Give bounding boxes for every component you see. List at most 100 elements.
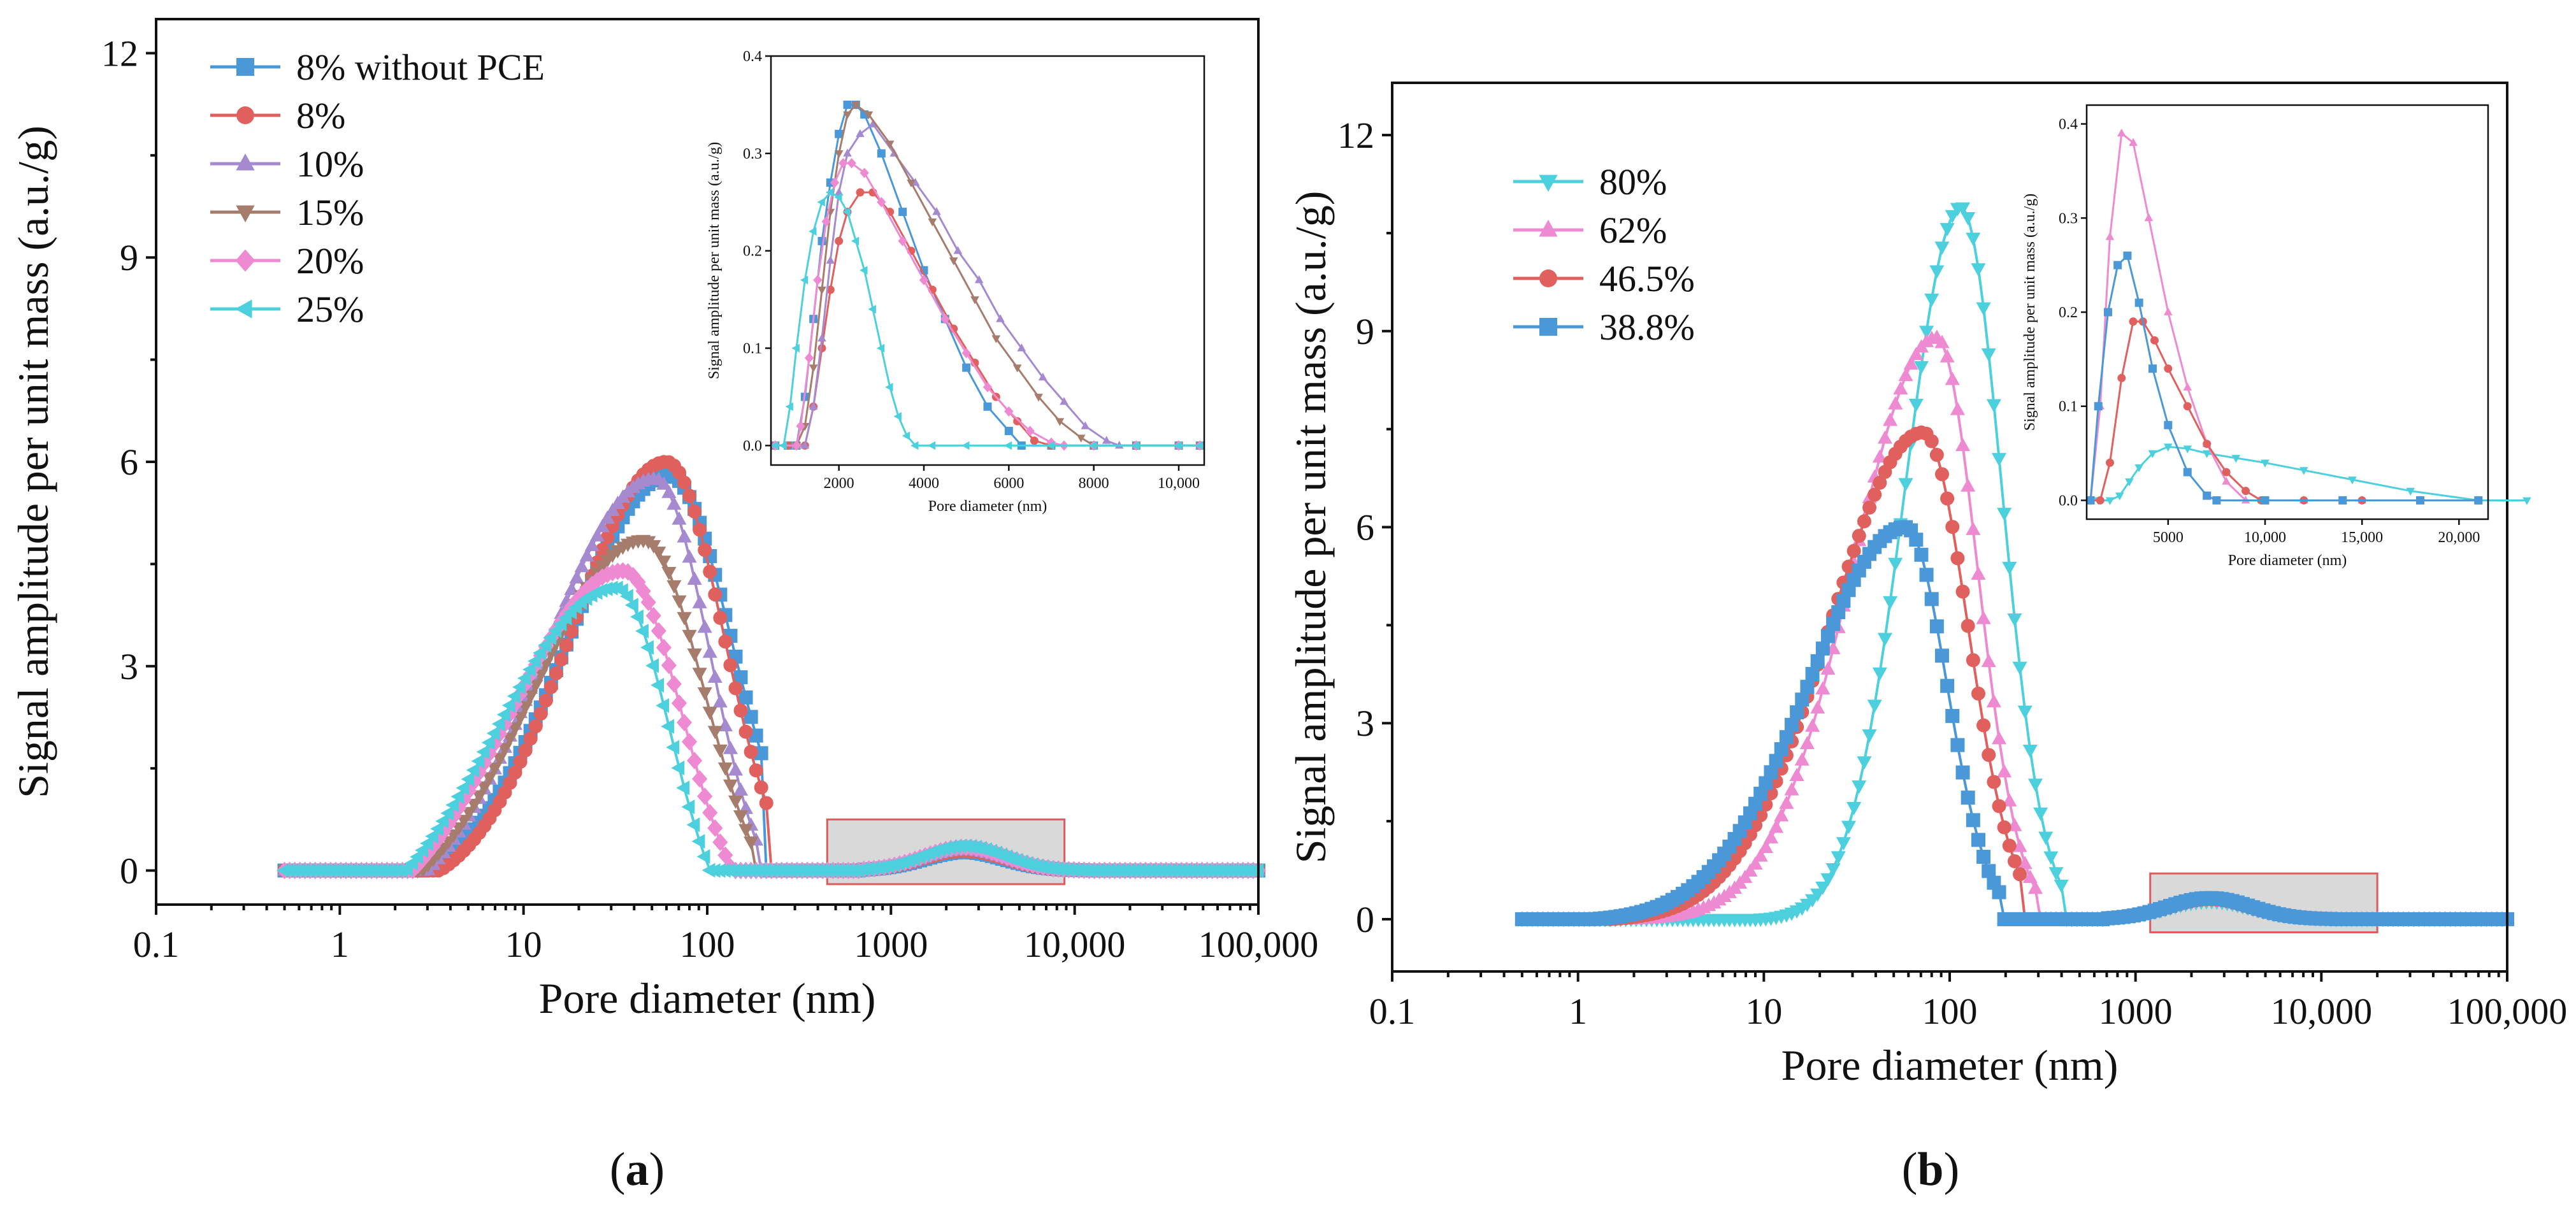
panel-a-series-3-point-91 (744, 836, 759, 850)
panel-b-series-3-point-84 (1950, 738, 1965, 752)
panel-a-inset-series-4-point-10 (877, 197, 886, 208)
panel-b-series-0-point-63 (1841, 820, 1857, 835)
panel-b-series-3-point-83 (1945, 708, 1960, 723)
panel-b-inset-series-3-point-5 (2134, 298, 2143, 307)
panel-a-legend-label-3: 15% (296, 192, 364, 233)
panel-a-series-5-point-27 (415, 843, 428, 858)
panel-a-inset-series-1-point-17 (1013, 417, 1022, 426)
panel-a-inset-series-5-point-0 (770, 441, 779, 450)
panel-b-inset-series-1-point-6 (2164, 307, 2173, 315)
panel-a-series-5-point-74 (656, 698, 670, 713)
panel-a-series-5-point-78 (676, 780, 690, 796)
panel-b-series-1-point-96 (2012, 838, 2027, 852)
panel-a-x-tick-label-3: 100 (680, 924, 735, 965)
panel-a-series-1-point-91 (744, 745, 758, 759)
panel-b-series-3-point-52 (1785, 717, 1799, 732)
panel-b-series-3-point-62 (1836, 594, 1851, 608)
panel-b-series-0-point-81 (1934, 241, 1950, 255)
panel-b-series-1-point-53 (1789, 768, 1804, 782)
panel-a-y-axis-label: Signal amplitude per unit mass (a.u./g) (9, 125, 57, 798)
panel-a-series-3-point-39 (477, 781, 492, 795)
panel-a-inset-series-2-point-11 (910, 178, 920, 186)
panel-a-series-2-point-78 (677, 529, 692, 543)
panel-a-series-2-point-59 (579, 548, 594, 562)
panel-b-inset-series-2-point-7 (2164, 364, 2173, 373)
panel-a-series-5-point-73 (651, 677, 665, 693)
panel-b-inset-x-tick-label-1: 10,000 (2244, 529, 2286, 546)
panel-b-series-2-point-64 (1846, 543, 1861, 558)
panel-b-series-0-point-69 (1872, 667, 1887, 681)
panel-b-series-0-point-67 (1862, 729, 1877, 743)
panel-a-series-5-point-67 (619, 589, 633, 604)
panel-a-series-5-point-44 (501, 698, 515, 713)
panel-a-series-4-point-85 (712, 833, 728, 851)
panel-b-inset-series-0-point-11 (2261, 459, 2270, 468)
panel-a-series-0-point-91 (744, 710, 758, 724)
panel-a-inset-series-5-point-7 (825, 188, 834, 197)
panel-b-inset-series-3-point-4 (2123, 251, 2132, 260)
panel-a-inset-series-2-point-7 (843, 148, 852, 157)
panel-b-y-tick-label-3: 9 (1356, 311, 1374, 352)
panel-b-inset-series-0-point-10 (2231, 455, 2241, 463)
panel-a-inset-series-3-point-13 (949, 257, 958, 266)
panel-a-series-5-point-48 (522, 662, 536, 677)
panel-a-inset-series-4-point-6 (830, 177, 840, 188)
panel-a-inset-x-tick-label-2: 6000 (993, 475, 1024, 492)
panel-a-inset-series-1-point-18 (1030, 436, 1039, 445)
panel-b-series-1-point-91 (1986, 694, 2001, 708)
panel-b-series-2-point-84 (1950, 551, 1965, 566)
panel-a-inset-x-tick-label-0: 2000 (824, 475, 854, 492)
panel-a-series-1-point-81 (693, 522, 707, 537)
panel-b-series-1-point-51 (1779, 795, 1794, 809)
panel-b-chart: 0.1 1 10 100 1000 10,000 100,000 0 3 6 9 12 Pore dia… (1286, 82, 2567, 1089)
panel-a-series-1-point-47 (518, 743, 533, 758)
panel-a-series-1-point-78 (677, 475, 692, 490)
panel-a-series-1-point-45 (508, 765, 522, 780)
panel-a-inset-series-2-point-8 (856, 129, 865, 138)
panel-a-inset-series-0-point-8 (843, 100, 852, 109)
panel-a-series-2-point-58 (574, 559, 589, 573)
panel-b-inset-series-0-point-12 (2299, 467, 2308, 475)
panel-a-inset-series-3-point-15 (991, 335, 1001, 343)
panel-a-series-3-point-73 (651, 547, 666, 560)
panel-a-inset-series-2-point-3 (809, 401, 818, 410)
panel-b-series-2-point-82 (1940, 491, 1955, 506)
panel-a-series-5-point-51 (538, 638, 552, 653)
panel-a-series-1-point-79 (682, 489, 697, 503)
panel-a-inset-series-3-point-6 (834, 150, 844, 159)
panel-b-series-0-point-103 (2048, 867, 2064, 881)
panel-b-inset-series-3-point-9 (2203, 491, 2212, 500)
panel-a-series-2-point-79 (682, 549, 697, 563)
panel-a-inset-series-2-point-12 (932, 207, 941, 215)
panel-a-series-2-point-88 (728, 762, 744, 776)
panel-b-series-0-point-66 (1857, 756, 1872, 770)
panel-a-series-1-point-46 (513, 754, 528, 769)
panel-a-series-3-point-76 (666, 580, 682, 594)
panel-a-series-3-point-42 (492, 753, 507, 767)
panel-b-inset-x-tick-label-0: 5000 (2153, 529, 2184, 546)
panel-b-series-0-point-100 (2033, 807, 2048, 821)
panel-b-series-0-point-102 (2043, 851, 2059, 865)
panel-b-series-0-point-64 (1846, 801, 1862, 815)
panel-b-series-2-point-81 (1935, 467, 1950, 482)
panel-a-series-3-point-34 (451, 822, 466, 836)
panel-a-series-4-point-69 (630, 573, 646, 591)
panel-a-x-tick-label-4: 1000 (854, 924, 928, 965)
panel-a-series-2-point-80 (687, 571, 702, 585)
panel-b-series-3-point-80 (1929, 619, 1944, 634)
panel-a-series-2-point-63 (600, 510, 615, 524)
panel-a-series-3-point-35 (456, 815, 471, 828)
panel-b-series-1-point-55 (1799, 736, 1815, 750)
panel-b-series-3-point-87 (1966, 813, 1980, 828)
panel-b-series-1-point-89 (1976, 610, 1991, 624)
panel-a-inset-series-4-point-9 (860, 168, 869, 178)
panel-b-series-0-point-98 (2022, 744, 2038, 758)
panel-a-series-3-point-41 (487, 763, 502, 777)
panel-a-series-5-point-29 (425, 829, 439, 844)
panel-b-inset-series-2-point-2 (2106, 458, 2115, 467)
panel-b-series-0-point-94 (2002, 561, 2017, 575)
panel-a-legend-marker-1 (236, 106, 254, 124)
panel-b-series-0-point-89 (1976, 302, 1991, 316)
panel-b-series-1-point-90 (1981, 654, 1996, 668)
